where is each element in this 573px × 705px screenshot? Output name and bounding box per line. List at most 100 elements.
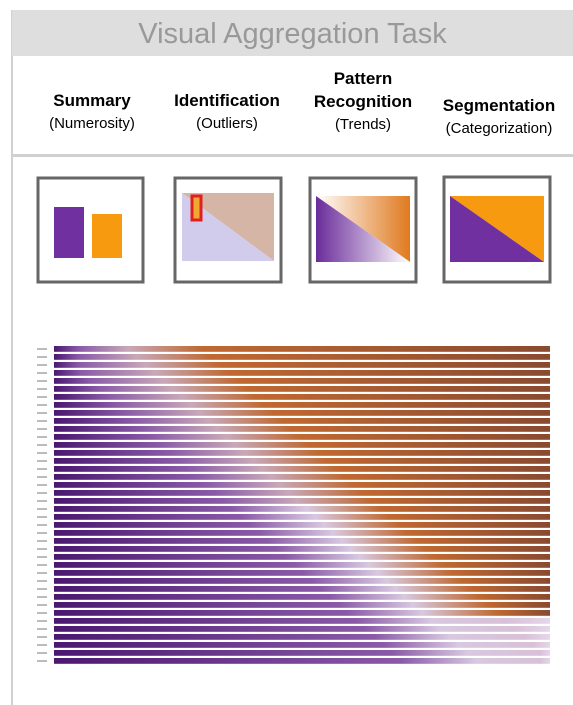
stripe bbox=[54, 402, 550, 408]
icon-identification bbox=[173, 176, 283, 284]
stripe bbox=[54, 386, 550, 392]
stripe-label bbox=[37, 500, 47, 502]
stripe-label bbox=[37, 372, 47, 374]
stripe-label bbox=[37, 564, 47, 566]
left-border bbox=[11, 10, 13, 705]
stripe bbox=[54, 650, 550, 656]
stripe-label bbox=[37, 596, 47, 598]
stripe bbox=[54, 642, 550, 648]
stripe bbox=[54, 626, 550, 632]
column: Segmentation (Categorization) bbox=[434, 94, 564, 140]
stripe-label bbox=[37, 572, 47, 574]
stripe bbox=[54, 514, 550, 520]
stripe-label bbox=[37, 468, 47, 470]
stripe bbox=[54, 426, 550, 432]
stripe-label bbox=[37, 404, 47, 406]
stripe bbox=[54, 530, 550, 536]
stripe-label bbox=[37, 484, 47, 486]
stripe-label bbox=[37, 652, 47, 654]
stripe-label bbox=[37, 380, 47, 382]
stripe-label bbox=[37, 364, 47, 366]
stripe-label bbox=[37, 436, 47, 438]
stripe-label bbox=[37, 444, 47, 446]
icon-summary bbox=[36, 176, 145, 284]
stripe bbox=[54, 562, 550, 568]
column-title: Pattern Recognition bbox=[313, 69, 413, 111]
stripe bbox=[54, 554, 550, 560]
stripe-label bbox=[37, 348, 47, 350]
separator bbox=[12, 154, 573, 157]
stripe bbox=[54, 506, 550, 512]
column: Identification (Outliers) bbox=[162, 89, 292, 135]
stripe-label bbox=[37, 588, 47, 590]
stripe-label bbox=[37, 396, 47, 398]
stripe bbox=[54, 602, 550, 608]
stripe bbox=[54, 466, 550, 472]
icon-segmentation bbox=[442, 175, 552, 284]
stripe-label bbox=[37, 556, 47, 558]
stripe-label bbox=[37, 492, 47, 494]
stripe bbox=[54, 522, 550, 528]
stripe bbox=[54, 498, 550, 504]
stripe-label bbox=[37, 628, 47, 630]
stripe-label bbox=[37, 612, 47, 614]
stripe bbox=[54, 362, 550, 368]
stripe bbox=[54, 474, 550, 480]
stripe-label bbox=[37, 420, 47, 422]
stripe-label bbox=[37, 460, 47, 462]
stripe-label bbox=[37, 636, 47, 638]
stripe-label bbox=[37, 516, 47, 518]
column-subtitle: (Numerosity) bbox=[49, 115, 135, 132]
stripe bbox=[54, 442, 550, 448]
stripe-label bbox=[37, 660, 47, 662]
column: Pattern Recognition (Trends) bbox=[298, 67, 428, 136]
stripe bbox=[54, 618, 550, 624]
stripe bbox=[54, 410, 550, 416]
stripe bbox=[54, 370, 550, 376]
stripe-label bbox=[37, 388, 47, 390]
column-subtitle: (Trends) bbox=[334, 116, 392, 133]
icon-pattern bbox=[308, 176, 418, 284]
stripe-label bbox=[37, 604, 47, 606]
stripe-label bbox=[37, 356, 47, 358]
stripe bbox=[54, 490, 550, 496]
stripe bbox=[54, 634, 550, 640]
stripe bbox=[54, 610, 550, 616]
stripe-label bbox=[37, 428, 47, 430]
stripe bbox=[54, 450, 550, 456]
stripe bbox=[54, 482, 550, 488]
stripe-label bbox=[37, 476, 47, 478]
column-subtitle: (Categorization) bbox=[445, 120, 553, 137]
stripe bbox=[54, 578, 550, 584]
column-title: Identification bbox=[174, 91, 280, 110]
column-title: Summary bbox=[53, 91, 131, 110]
stripe bbox=[54, 346, 550, 352]
header-title: Visual Aggregation Task bbox=[12, 10, 573, 56]
column-title: Segmentation bbox=[442, 96, 556, 115]
stripe bbox=[54, 394, 550, 400]
stripe bbox=[54, 458, 550, 464]
stripe bbox=[54, 594, 550, 600]
stripe-label bbox=[37, 508, 47, 510]
column: Summary (Numerosity) bbox=[27, 89, 157, 135]
stripe bbox=[54, 418, 550, 424]
stripe-label bbox=[37, 524, 47, 526]
stripe bbox=[54, 570, 550, 576]
stripe-image bbox=[37, 346, 550, 664]
stripe bbox=[54, 658, 550, 664]
stripe-label bbox=[37, 452, 47, 454]
stripe-label bbox=[37, 620, 47, 622]
stripe bbox=[54, 546, 550, 552]
stripe-label bbox=[37, 532, 47, 534]
column-subtitle: (Outliers) bbox=[196, 115, 258, 132]
stripe bbox=[54, 434, 550, 440]
stripe-label bbox=[37, 548, 47, 550]
stripe bbox=[54, 538, 550, 544]
stripe-label bbox=[37, 644, 47, 646]
stripe bbox=[54, 354, 550, 360]
stripe bbox=[54, 378, 550, 384]
stripe-label bbox=[37, 412, 47, 414]
stripe-label bbox=[37, 580, 47, 582]
